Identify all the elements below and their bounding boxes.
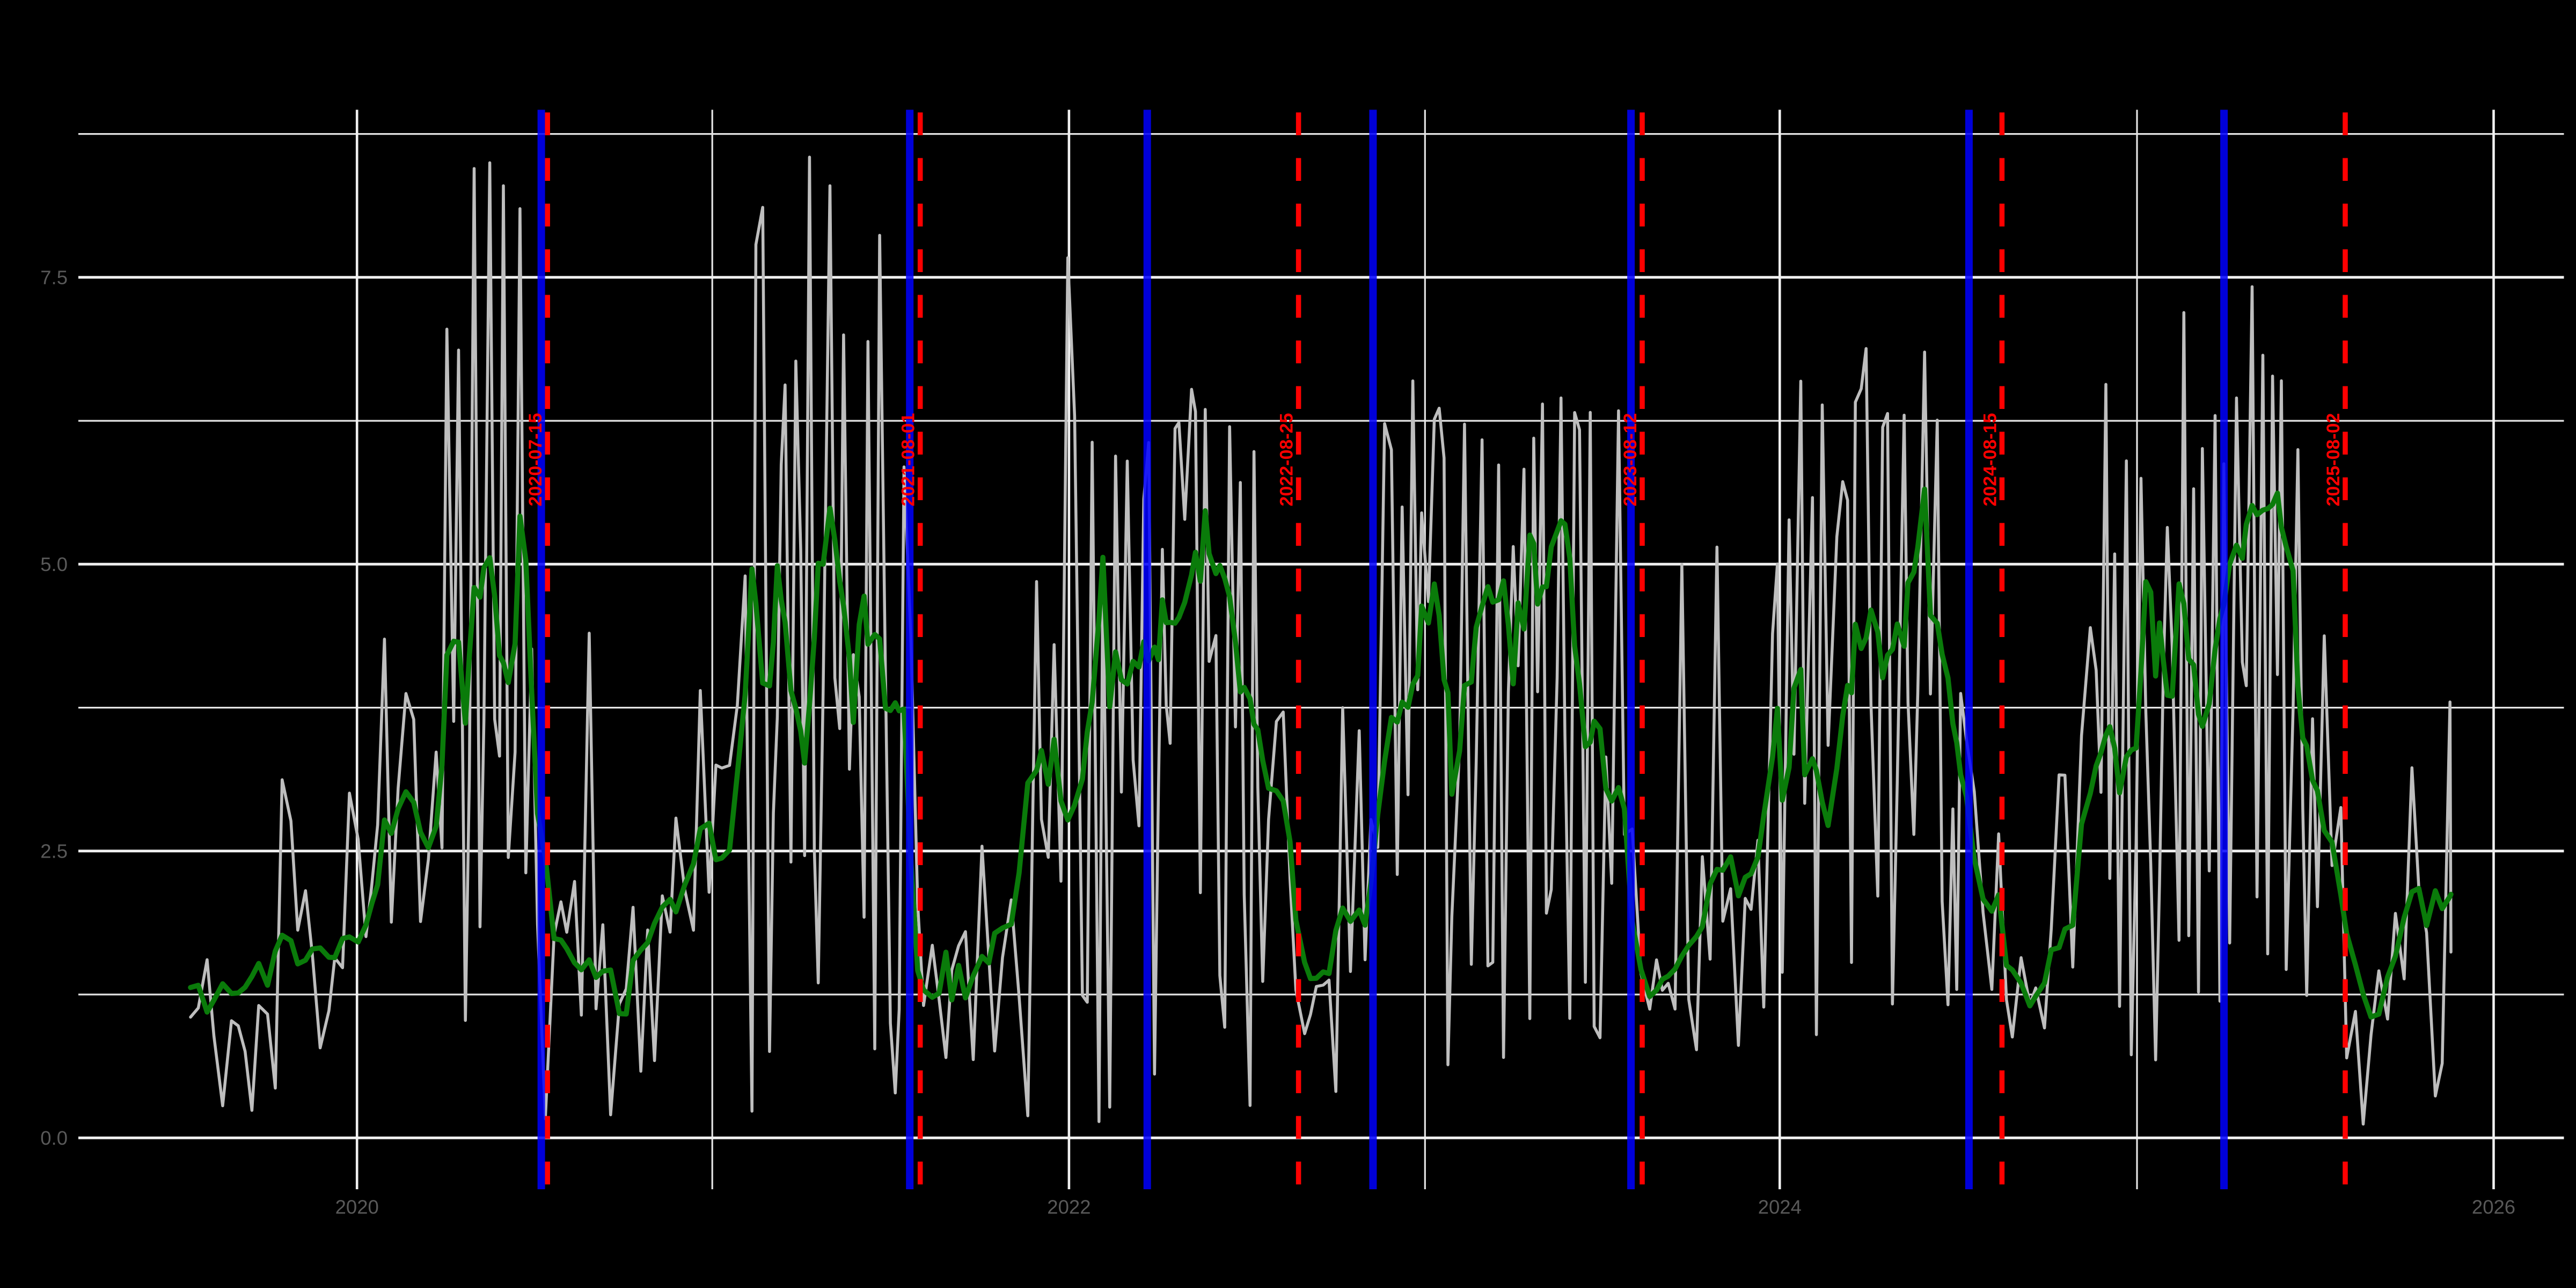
svg-text:0.0: 0.0 bbox=[40, 1127, 68, 1149]
svg-text:2021-08-01: 2021-08-01 bbox=[898, 413, 919, 507]
svg-text:2020-07-15: 2020-07-15 bbox=[525, 413, 546, 507]
svg-text:2023-08-12: 2023-08-12 bbox=[1620, 413, 1641, 507]
svg-text:2026: 2026 bbox=[2472, 1196, 2515, 1218]
svg-text:2025-08-02: 2025-08-02 bbox=[2323, 413, 2344, 507]
svg-text:2.5: 2.5 bbox=[40, 840, 68, 862]
svg-text:2024: 2024 bbox=[1758, 1196, 1802, 1218]
svg-text:5.0: 5.0 bbox=[40, 553, 68, 575]
svg-text:7.5: 7.5 bbox=[40, 266, 68, 288]
svg-text:2022: 2022 bbox=[1047, 1196, 1091, 1218]
svg-text:2022-08-25: 2022-08-25 bbox=[1277, 413, 1297, 507]
svg-text:2024-08-15: 2024-08-15 bbox=[1980, 413, 2000, 507]
svg-text:2020: 2020 bbox=[335, 1196, 379, 1218]
